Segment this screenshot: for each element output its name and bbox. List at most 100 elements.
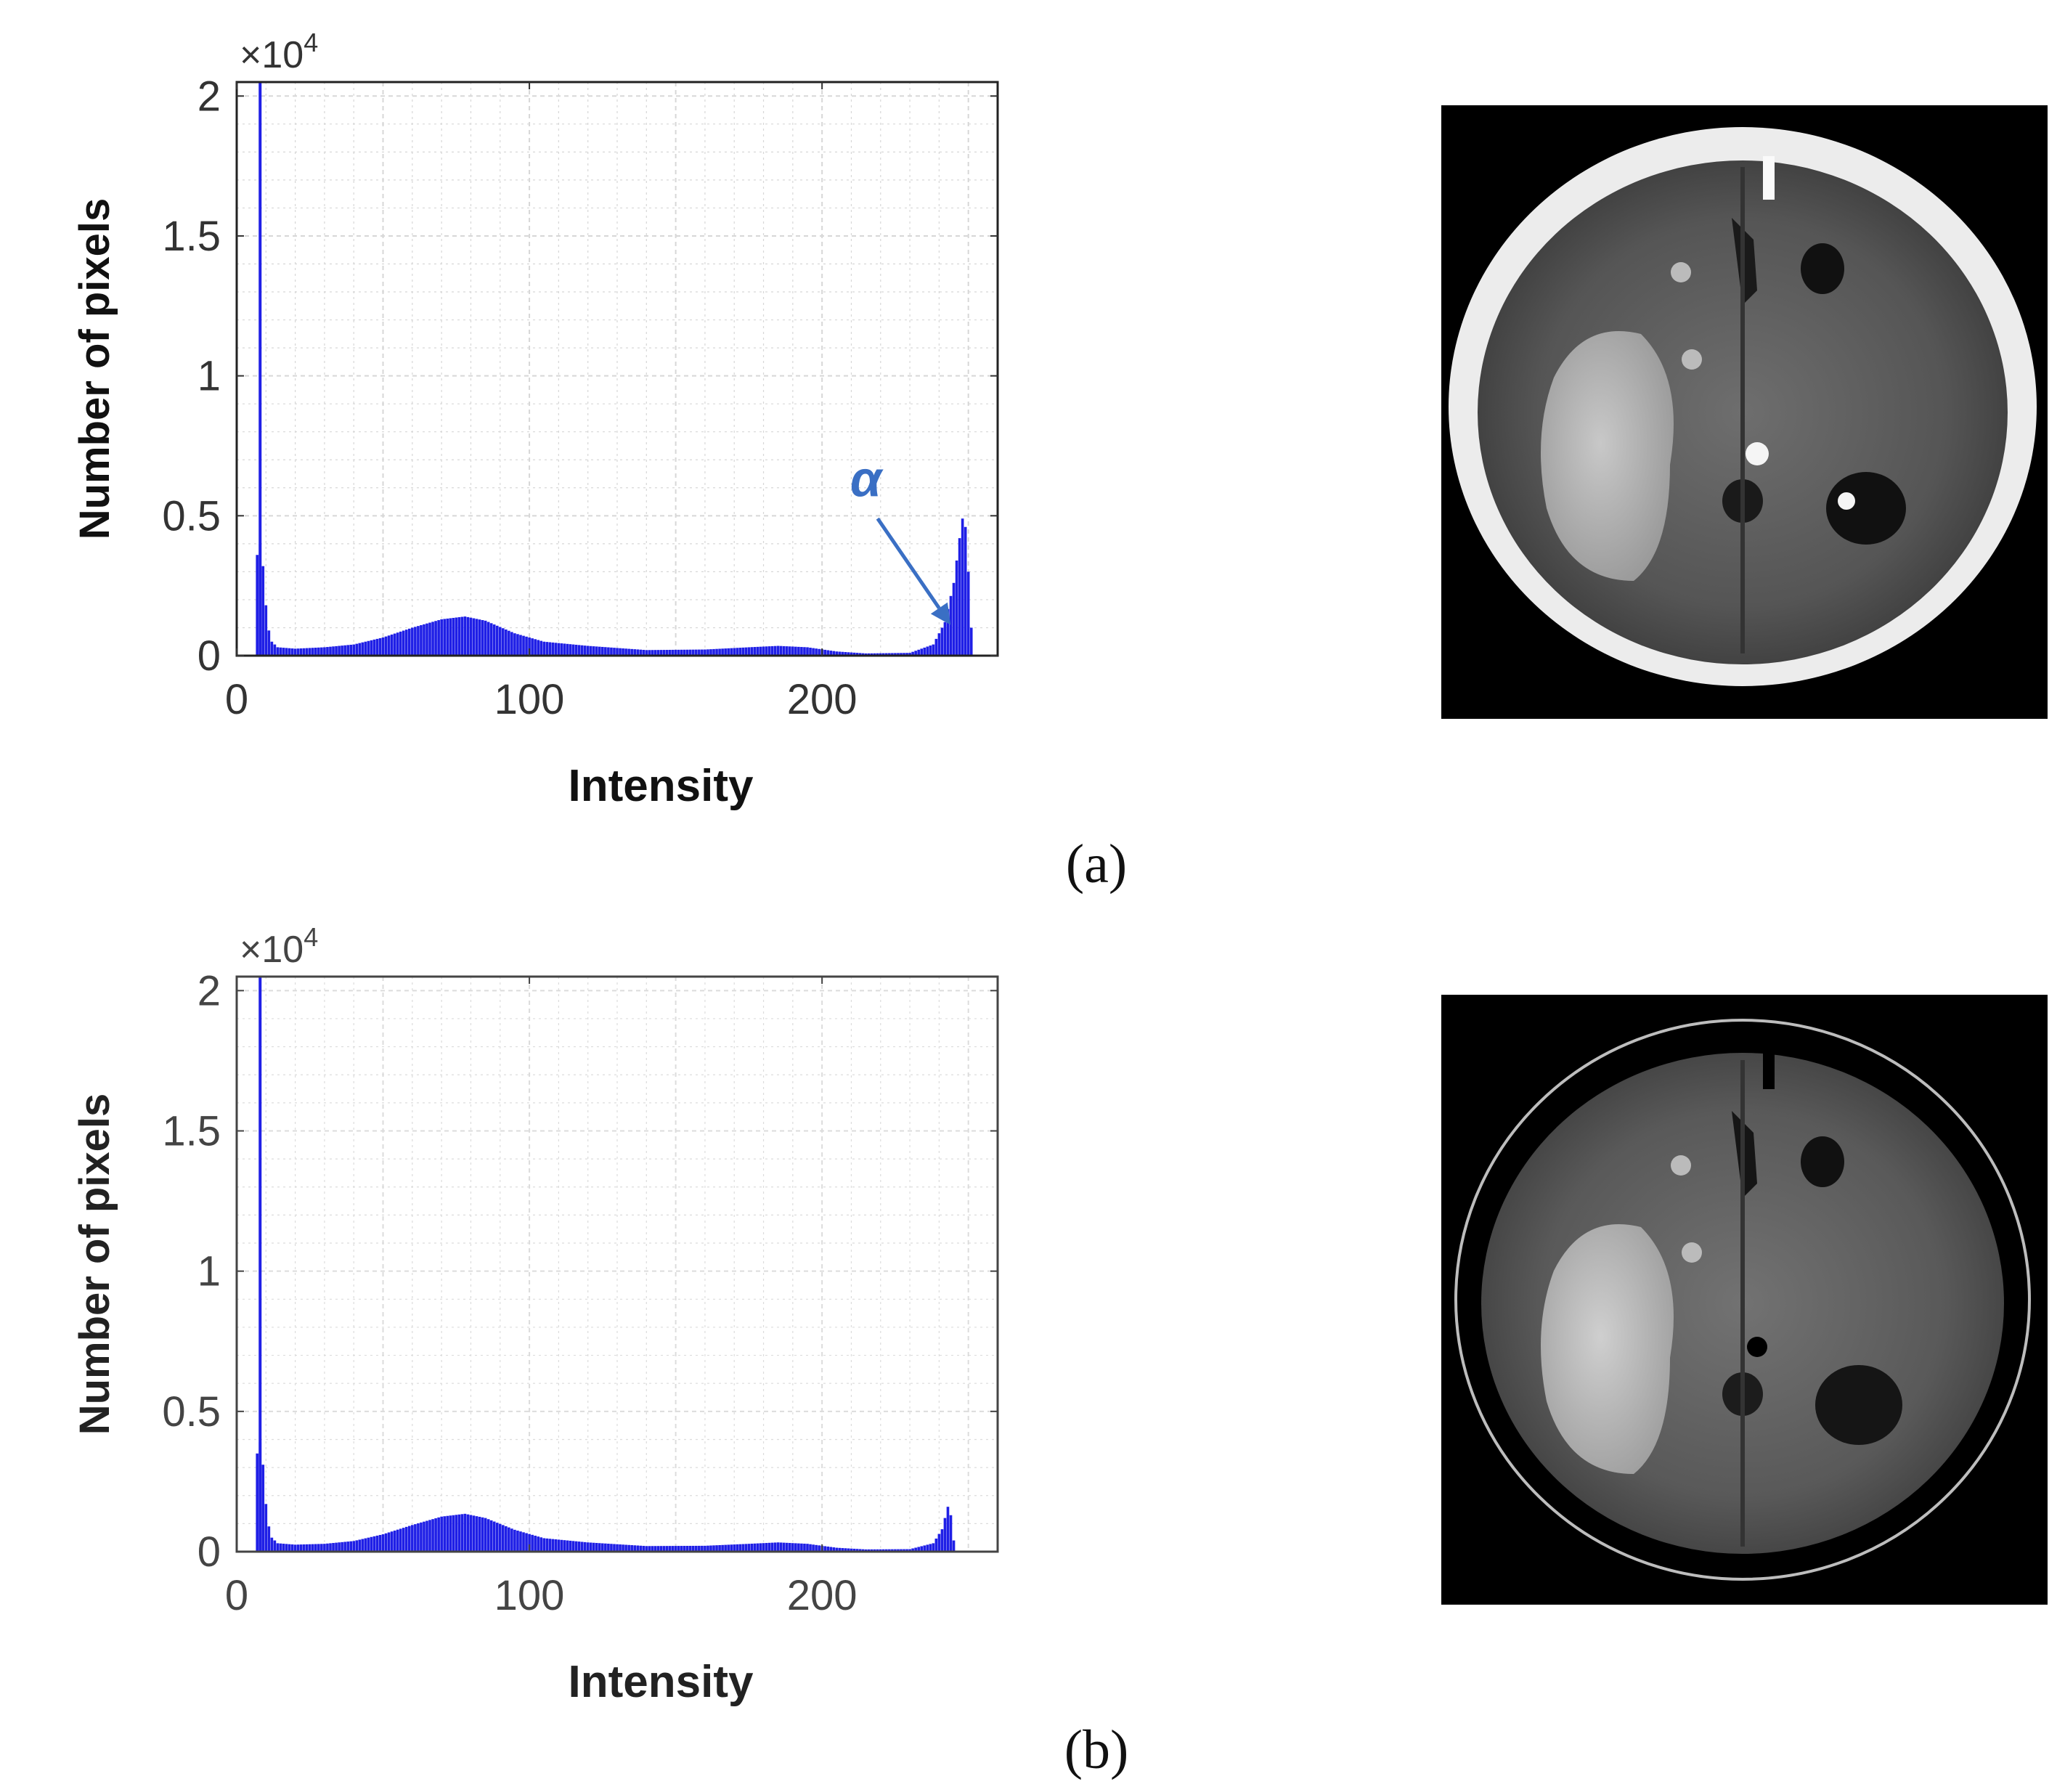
histogram-bar: [873, 653, 876, 656]
histogram-bar: [475, 619, 478, 656]
histogram-bar: [870, 1549, 873, 1552]
histogram-bar: [616, 1544, 619, 1552]
histogram-bar: [870, 653, 873, 656]
histogram-bar: [425, 1520, 428, 1552]
histogram-bar: [513, 1529, 516, 1552]
histogram-bar: [299, 648, 303, 656]
histogram-bar: [592, 646, 595, 656]
histogram-bar: [881, 653, 885, 656]
histogram-bar: [396, 632, 399, 656]
axes-frame-b: [235, 975, 999, 1553]
histogram-bar: [861, 1549, 865, 1552]
histogram-bar: [753, 1543, 757, 1552]
histogram-bar: [905, 653, 908, 656]
histogram-bar: [747, 1544, 751, 1552]
histogram-bar: [537, 1536, 539, 1552]
histogram-bar: [528, 1534, 531, 1552]
histogram-bar: [648, 650, 651, 656]
histogram-bar: [712, 648, 715, 656]
histogram-bar: [525, 636, 528, 656]
ct-scan-image-a: [1441, 105, 2048, 719]
histogram-bar: [452, 1515, 455, 1552]
histogram-bar: [484, 620, 487, 656]
histogram-bar: [384, 1533, 388, 1552]
histogram-bar: [879, 1549, 882, 1552]
histogram-bar: [744, 1544, 748, 1552]
histogram-bar: [785, 646, 789, 656]
histogram-bar: [885, 1549, 888, 1552]
histogram-bar: [969, 627, 973, 656]
histogram-bar: [323, 1544, 326, 1552]
histogram-bar: [610, 647, 613, 656]
histogram-bar: [551, 1539, 555, 1552]
histogram-bar: [349, 1541, 353, 1552]
histogram-bar: [645, 1546, 648, 1552]
histogram-bar: [773, 1542, 777, 1552]
histogram-bar: [317, 647, 320, 656]
histogram-bar: [501, 1525, 505, 1552]
histogram-bar: [384, 636, 388, 656]
histogram-bar: [335, 1542, 338, 1552]
histogram-bar: [718, 648, 721, 656]
histogram-bar: [932, 644, 935, 656]
histogram-bar: [302, 648, 306, 656]
histogram-bar: [554, 1539, 558, 1552]
histogram-bar: [598, 1543, 601, 1552]
histogram-bar: [481, 1517, 484, 1552]
histogram-bar: [691, 1545, 695, 1552]
histogram-bar: [794, 646, 797, 656]
histogram-bar: [604, 647, 607, 656]
histogram-bar: [414, 1524, 417, 1552]
histogram-bar: [762, 1543, 765, 1552]
histogram-bar: [326, 1543, 329, 1552]
histogram-bar: [449, 1515, 452, 1552]
histogram-bar: [531, 1534, 534, 1552]
histogram-bar: [680, 649, 683, 656]
histogram-bar: [864, 1549, 868, 1552]
histogram-bar: [964, 526, 967, 656]
x-tick-label: 0: [225, 676, 248, 723]
histogram-bar: [563, 643, 566, 656]
histogram-bar: [832, 1547, 836, 1552]
histogram-bar: [455, 617, 458, 656]
histogram-bar: [505, 629, 508, 656]
histogram-bar: [958, 538, 961, 656]
histogram-bar: [838, 1547, 842, 1552]
histogram-bar: [908, 1549, 911, 1552]
y-multiplier-a: ×104: [240, 28, 318, 76]
histogram-bar: [695, 649, 698, 656]
histogram-spike: [258, 977, 262, 1552]
histogram-bar: [364, 641, 367, 656]
histogram-bar: [534, 639, 537, 656]
histogram-bar: [949, 1515, 953, 1552]
histogram-bar: [548, 1539, 552, 1552]
histogram-bar: [261, 1465, 265, 1552]
histogram-bar: [486, 622, 490, 656]
histogram-bar: [367, 1537, 370, 1552]
histogram-bar: [636, 1545, 640, 1552]
histogram-bar: [370, 1536, 373, 1552]
histogram-bar: [537, 640, 539, 656]
histogram-bar: [923, 647, 926, 656]
histogram-bar: [264, 1504, 268, 1552]
histogram-bar: [270, 1537, 274, 1552]
histogram-bar: [463, 1513, 467, 1552]
histogram-bar: [841, 651, 844, 656]
ticks-b: 0 100 200 0 0.5 1 1.5 2: [162, 967, 998, 1619]
histogram-bar: [688, 649, 692, 656]
histogram-bar: [282, 648, 285, 656]
histogram-bar: [548, 642, 552, 656]
histogram-bar: [317, 1544, 320, 1552]
histogram-bar: [586, 645, 590, 656]
histogram-bar: [841, 1548, 844, 1552]
histogram-bar: [800, 647, 803, 656]
histogram-bar: [446, 1515, 449, 1552]
histogram-bar: [797, 646, 800, 656]
y-axis-label-b: Number of pixels: [71, 1093, 118, 1435]
histogram-bar: [815, 1544, 818, 1552]
histogram-bar: [741, 647, 745, 656]
histogram-bar: [685, 1546, 689, 1552]
histogram-bar: [329, 646, 332, 656]
histogram-bar: [812, 1544, 815, 1552]
